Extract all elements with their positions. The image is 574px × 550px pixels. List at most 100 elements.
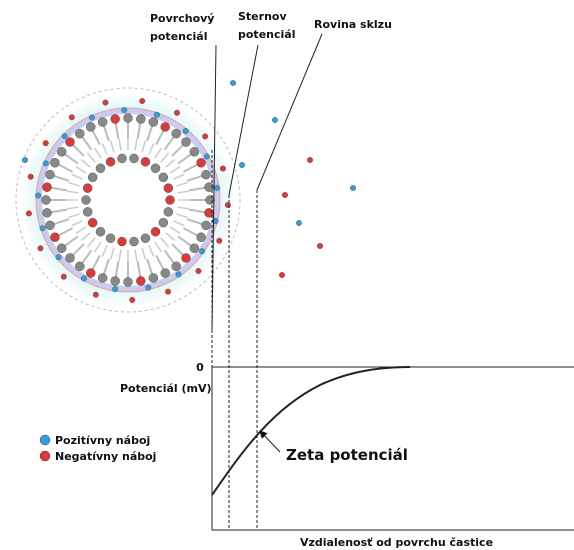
lipid-head <box>136 276 145 285</box>
ion <box>61 274 67 280</box>
lipid-head <box>118 154 127 163</box>
lipid-head <box>149 273 158 282</box>
zeta-arrow <box>260 431 280 452</box>
lipid-head <box>88 218 97 227</box>
lipid-head <box>57 147 66 156</box>
ion <box>28 174 34 180</box>
lipid-head <box>181 253 190 262</box>
lipid-head <box>75 129 84 138</box>
ion <box>40 225 46 231</box>
lipid-head <box>197 233 206 242</box>
lipid-head <box>46 170 55 179</box>
surface-label: potenciál <box>150 30 207 43</box>
ion <box>121 107 127 113</box>
zero-label: 0 <box>196 361 204 374</box>
lipid-head <box>86 269 95 278</box>
ion <box>35 193 41 199</box>
ion <box>279 272 285 278</box>
ion <box>317 243 323 249</box>
lipid-head <box>75 262 84 271</box>
lipid-head <box>201 221 210 230</box>
lipid-head <box>129 154 138 163</box>
ion <box>176 272 182 278</box>
lipid-head <box>161 122 170 131</box>
ion <box>62 133 68 139</box>
lipid-head <box>197 158 206 167</box>
lipid-head <box>141 157 150 166</box>
stern-label: potenciál <box>238 28 295 41</box>
ion <box>81 276 87 282</box>
ion <box>272 117 278 123</box>
ion <box>69 114 75 120</box>
lipid-head <box>98 273 107 282</box>
ion <box>183 128 189 134</box>
lipid-head <box>66 253 75 262</box>
stern-leader <box>229 45 258 195</box>
ion <box>103 100 109 106</box>
ion <box>89 115 95 121</box>
lipid-head <box>161 269 170 278</box>
lipid-head <box>83 184 92 193</box>
ion <box>154 112 160 118</box>
x-axis-label: Vzdialenosť od povrchu častice <box>300 536 493 549</box>
lipid-head <box>82 196 91 205</box>
ion <box>43 161 49 167</box>
lipid-head <box>50 158 59 167</box>
lipid-head <box>124 278 133 287</box>
ion <box>225 202 231 208</box>
legend-label: Pozitívny náboj <box>55 434 150 447</box>
surface-label: Povrchový <box>150 12 214 25</box>
ion <box>129 297 135 303</box>
lipid-head <box>88 173 97 182</box>
lipid-head <box>86 122 95 131</box>
lipid-head <box>118 237 127 246</box>
potential-curve <box>212 367 410 495</box>
ion <box>56 254 62 260</box>
lipid-head <box>124 114 133 123</box>
lipid-head <box>151 227 160 236</box>
slip-label: Rovina sklzu <box>314 18 392 31</box>
diagram: Povrchový potenciál Sternov potenciál Ro… <box>0 0 574 550</box>
lipid-head <box>111 115 120 124</box>
lipid-head <box>172 262 181 271</box>
lipid-head <box>43 183 52 192</box>
ion <box>22 157 28 163</box>
lipid-head <box>166 196 175 205</box>
lipid-head <box>129 237 138 246</box>
ion <box>139 98 145 104</box>
ion <box>145 285 151 291</box>
lipid-head <box>136 115 145 124</box>
stern-label: Sternov <box>238 10 287 23</box>
lipid-head <box>159 173 168 182</box>
ion <box>93 292 99 298</box>
lipid-head <box>106 234 115 243</box>
lipid-head <box>43 208 52 217</box>
ion <box>26 211 32 217</box>
lipid-head <box>149 118 158 127</box>
ion <box>282 192 288 198</box>
ion <box>307 157 313 163</box>
lipid-head <box>206 196 215 205</box>
lipid-head <box>190 244 199 253</box>
lipid-head <box>50 233 59 242</box>
ion <box>239 162 245 168</box>
liposome <box>16 88 240 312</box>
lipid-head <box>42 196 51 205</box>
ion <box>214 185 220 191</box>
lipid-head <box>151 164 160 173</box>
legend-swatch <box>40 451 50 461</box>
ion <box>202 134 208 140</box>
ion <box>204 154 210 160</box>
lipid-head <box>83 207 92 216</box>
ion <box>43 140 49 146</box>
ion <box>199 248 205 254</box>
lipid-head <box>190 147 199 156</box>
legend-swatch <box>40 435 50 445</box>
ion <box>296 220 302 226</box>
lipid-head <box>106 157 115 166</box>
lipid-head <box>57 244 66 253</box>
ion <box>220 166 226 172</box>
lipid-head <box>181 138 190 147</box>
lipid-head <box>66 138 75 147</box>
slip-leader <box>257 34 322 190</box>
